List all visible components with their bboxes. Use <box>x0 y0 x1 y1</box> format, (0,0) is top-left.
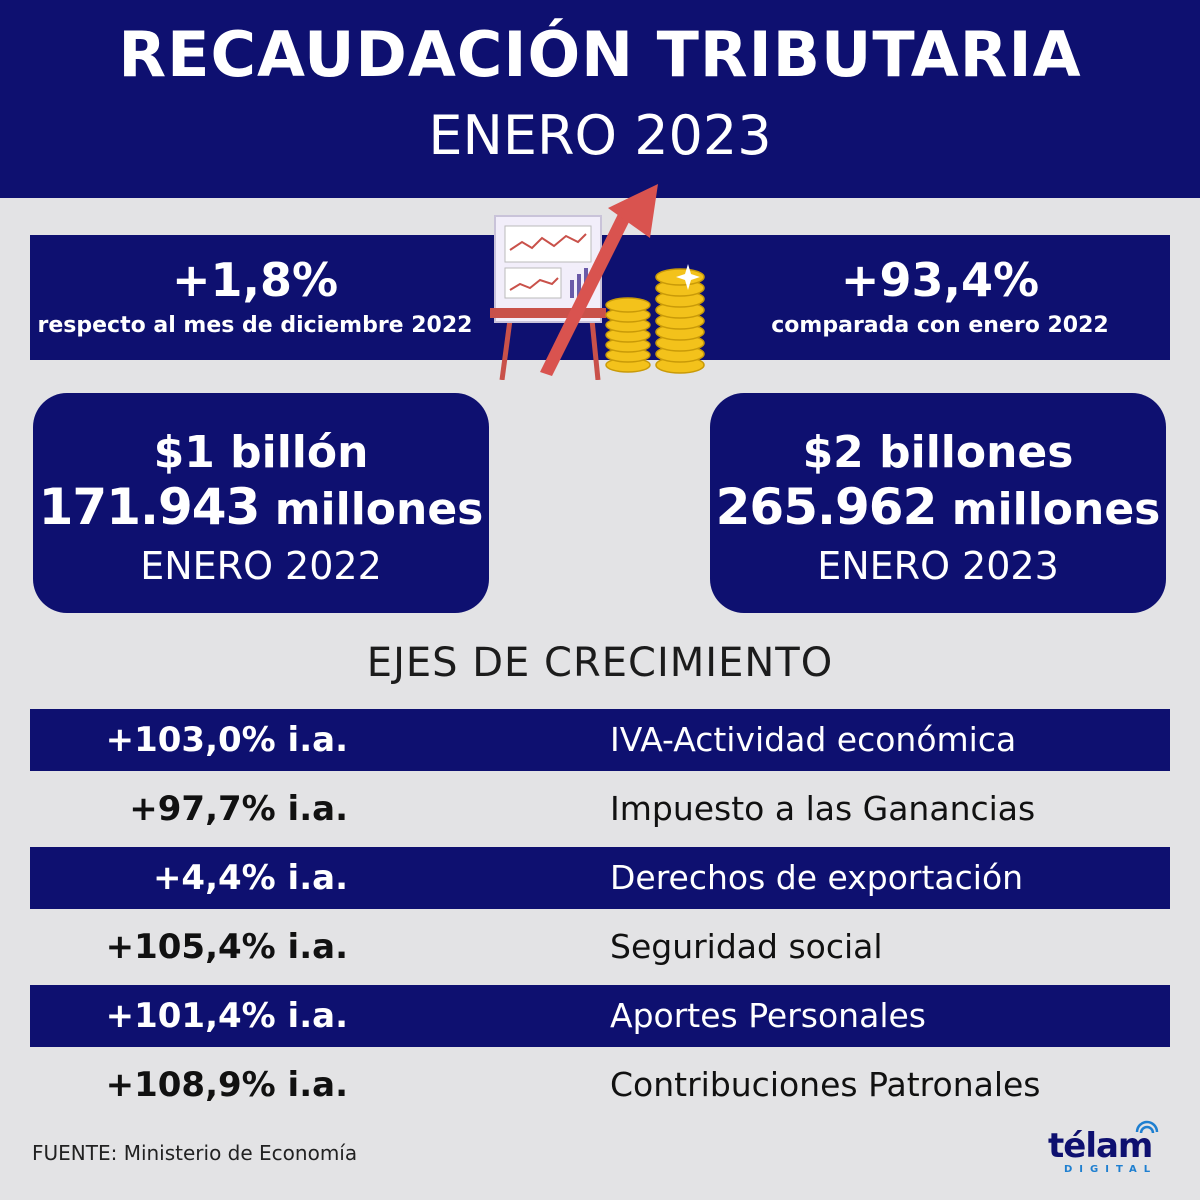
yearly-variation-value: +93,4% <box>840 253 1040 307</box>
source-note: FUENTE: Ministerio de Economía <box>32 1141 358 1165</box>
growth-row: +4,4% i.a. Derechos de exportación <box>30 847 1170 909</box>
total-card-jan2023: $2 billones 265.962 millones ENERO 2023 <box>710 393 1166 613</box>
growth-row-label: Derechos de exportación <box>610 858 1024 897</box>
growth-row-label: Contribuciones Patronales <box>610 1065 1041 1104</box>
header-banner: RECAUDACIÓN TRIBUTARIA ENERO 2023 <box>0 0 1200 198</box>
total-jan2023-unit: millones <box>951 484 1161 535</box>
growth-section-title: EJES DE CRECIMIENTO <box>366 640 834 686</box>
growth-chart-coins-illustration <box>490 184 705 380</box>
growth-row-value: +105,4% i.a. <box>105 927 348 967</box>
growth-row: +101,4% i.a. Aportes Personales <box>30 985 1170 1047</box>
telam-logo: télam DIGITAL <box>1048 1118 1168 1178</box>
growth-row: +105,4% i.a. Seguridad social <box>30 916 1170 978</box>
growth-row-value: +97,7% i.a. <box>129 789 348 829</box>
total-jan2022-line2: 171.943 millones <box>33 479 489 538</box>
growth-row-label: Impuesto a las Ganancias <box>610 789 1036 828</box>
telam-logo-word: télam <box>1048 1126 1153 1166</box>
total-jan2022-unit: millones <box>274 484 484 535</box>
page-subtitle: ENERO 2023 <box>428 104 772 167</box>
growth-row-value: +101,4% i.a. <box>105 996 348 1036</box>
growth-row-label: Seguridad social <box>610 927 883 966</box>
telam-logo-sub: DIGITAL <box>1064 1164 1158 1175</box>
growth-row: +103,0% i.a. IVA-Actividad económica <box>30 709 1170 771</box>
signal-icon <box>1135 1120 1159 1134</box>
monthly-variation: +1,8% respecto al mes de diciembre 2022 <box>30 235 480 360</box>
yearly-variation: +93,4% comparada con enero 2022 <box>740 235 1140 360</box>
monthly-variation-value: +1,8% <box>171 253 339 307</box>
total-jan2022-period: ENERO 2022 <box>140 544 382 588</box>
growth-row: +97,7% i.a. Impuesto a las Ganancias <box>30 778 1170 840</box>
growth-row-value: +108,9% i.a. <box>105 1065 348 1105</box>
page-title: RECAUDACIÓN TRIBUTARIA <box>118 18 1082 91</box>
growth-row-value: +103,0% i.a. <box>105 720 348 760</box>
total-jan2022-number: 171.943 <box>38 478 261 536</box>
total-jan2023-line2: 265.962 millones <box>710 479 1166 538</box>
total-jan2023-number: 265.962 <box>715 478 938 536</box>
growth-row-value: +4,4% i.a. <box>152 858 348 898</box>
growth-row-label: IVA-Actividad económica <box>610 720 1017 759</box>
yearly-variation-label: comparada con enero 2022 <box>771 313 1109 338</box>
total-card-jan2022: $1 billón 171.943 millones ENERO 2022 <box>33 393 489 613</box>
total-jan2022-line1: $1 billón <box>153 427 369 478</box>
total-jan2023-line1: $2 billones <box>802 427 1074 478</box>
monthly-variation-label: respecto al mes de diciembre 2022 <box>37 313 473 338</box>
total-jan2023-period: ENERO 2023 <box>817 544 1059 588</box>
growth-row: +108,9% i.a. Contribuciones Patronales <box>30 1054 1170 1116</box>
growth-row-label: Aportes Personales <box>610 996 926 1035</box>
